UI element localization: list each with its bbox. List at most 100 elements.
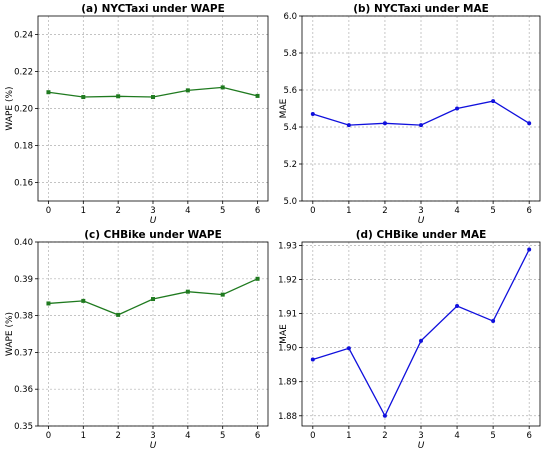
- y-axis-label: MAE: [279, 98, 289, 118]
- x-tick-label: 5: [490, 431, 495, 441]
- x-tick-label: 3: [150, 206, 155, 216]
- plot-frame: [37, 241, 269, 427]
- x-tick-label: 3: [418, 431, 423, 441]
- y-tick-label: 5.4: [283, 123, 297, 133]
- y-tick-label: 1.93: [278, 241, 297, 251]
- data-point: [346, 346, 351, 351]
- data-point: [116, 94, 121, 99]
- x-tick-label: 0: [46, 206, 51, 216]
- y-axis-label: MAE: [279, 324, 289, 344]
- data-point: [185, 88, 190, 93]
- data-point: [455, 106, 460, 111]
- x-tick-label: 0: [46, 431, 51, 441]
- chart-title: (c) CHBike under WAPE: [84, 229, 222, 241]
- chart-panel-3: 0 1 2 3 4 5 6 1.88 1.89 1.90 1.91 1.92 1.93 (d) CHBik…: [278, 229, 541, 451]
- x-axis-label: U: [150, 441, 157, 451]
- data-point: [255, 93, 260, 98]
- y-tick-label: 0.35: [14, 422, 33, 432]
- data-point: [491, 319, 496, 324]
- x-axis-label: U: [150, 216, 157, 226]
- y-tick-label: 0.24: [14, 31, 33, 41]
- y-tick-label: 1.89: [278, 378, 297, 388]
- plot-frame: [301, 241, 541, 427]
- data-point: [527, 247, 532, 252]
- data-point: [382, 121, 387, 126]
- data-point: [151, 297, 155, 302]
- plot-frame: [37, 15, 269, 202]
- data-point: [185, 289, 190, 294]
- x-tick-label: 2: [382, 431, 387, 441]
- y-axis-label: WAPE (%): [5, 312, 15, 356]
- data-point: [346, 123, 351, 128]
- x-tick-label: 2: [382, 206, 387, 216]
- chart-panel-2: 0 1 2 3 4 5 6 0.35 0.36 0.37 0.38 0.39 0.40 (c) CHBik…: [5, 229, 269, 451]
- x-tick-label: 4: [454, 431, 459, 441]
- x-tick-label: 1: [81, 431, 86, 441]
- y-tick-label: 0.36: [14, 385, 33, 395]
- y-axis-label: WAPE (%): [5, 86, 15, 130]
- y-tick-label: 5.6: [283, 86, 297, 96]
- chart-panel-0: 0 1 2 3 4 5 6 0.16 0.18 0.20 0.22 0.24 (a) NYCTaxi u…: [5, 3, 269, 226]
- x-tick-label: 4: [454, 206, 459, 216]
- y-tick-label: 0.18: [14, 142, 33, 152]
- data-point: [455, 304, 460, 309]
- x-tick-label: 4: [185, 431, 190, 441]
- x-tick-label: 2: [115, 431, 120, 441]
- y-tick-label: 5.2: [283, 160, 297, 170]
- y-tick-label: 0.39: [14, 275, 33, 285]
- chart-title: (a) NYCTaxi under WAPE: [81, 3, 225, 15]
- data-point: [310, 112, 315, 117]
- data-point: [419, 338, 423, 343]
- y-tick-label: 6.0: [283, 12, 297, 22]
- x-tick-label: 6: [255, 206, 260, 216]
- x-axis-label: U: [418, 441, 425, 451]
- data-point: [46, 301, 51, 306]
- y-tick-label: 1.88: [278, 412, 297, 422]
- y-tick-label: 0.20: [14, 105, 33, 115]
- x-tick-label: 5: [220, 206, 225, 216]
- x-tick-label: 3: [150, 431, 155, 441]
- chart-title: (b) NYCTaxi under MAE: [353, 3, 489, 15]
- x-tick-label: 4: [185, 206, 190, 216]
- y-tick-label: 0.38: [14, 312, 33, 322]
- data-point: [81, 95, 86, 100]
- x-tick-label: 3: [418, 206, 423, 216]
- x-tick-label: 0: [310, 431, 315, 441]
- plot-frame: [301, 15, 541, 202]
- x-tick-label: 6: [526, 431, 531, 441]
- x-tick-label: 2: [115, 206, 120, 216]
- data-point: [382, 413, 387, 418]
- data-point: [419, 123, 423, 128]
- data-point: [151, 95, 155, 100]
- y-tick-label: 5.8: [283, 49, 297, 59]
- data-point: [310, 357, 315, 362]
- y-tick-label: 0.40: [14, 238, 33, 248]
- x-tick-label: 5: [220, 431, 225, 441]
- chart-panel-1: 0 1 2 3 4 5 6 5.0 5.2 5.4 5.6 5.8 6.0 (b) NYCTaxi und…: [279, 3, 541, 226]
- x-tick-label: 1: [81, 206, 86, 216]
- data-point: [220, 85, 225, 90]
- chart-title: (d) CHBike under MAE: [356, 229, 487, 241]
- series-line: [48, 278, 258, 316]
- data-point: [491, 99, 496, 104]
- x-tick-label: 5: [490, 206, 495, 216]
- data-point: [255, 276, 260, 281]
- data-point: [220, 292, 225, 297]
- y-tick-label: 0.37: [14, 348, 33, 358]
- x-tick-label: 0: [310, 206, 315, 216]
- data-point: [46, 90, 51, 95]
- y-tick-label: 5.0: [283, 197, 297, 207]
- y-tick-label: 1.92: [278, 275, 297, 285]
- y-tick-label: 0.22: [14, 68, 33, 78]
- x-tick-label: 6: [526, 206, 531, 216]
- data-point: [81, 298, 86, 303]
- y-tick-label: 1.90: [278, 344, 297, 354]
- y-tick-label: 0.16: [14, 179, 33, 189]
- data-point: [527, 121, 532, 126]
- x-tick-label: 1: [346, 206, 351, 216]
- x-axis-label: U: [418, 216, 425, 226]
- x-tick-label: 6: [255, 431, 260, 441]
- data-point: [116, 312, 121, 317]
- y-tick-label: 1.91: [278, 310, 297, 320]
